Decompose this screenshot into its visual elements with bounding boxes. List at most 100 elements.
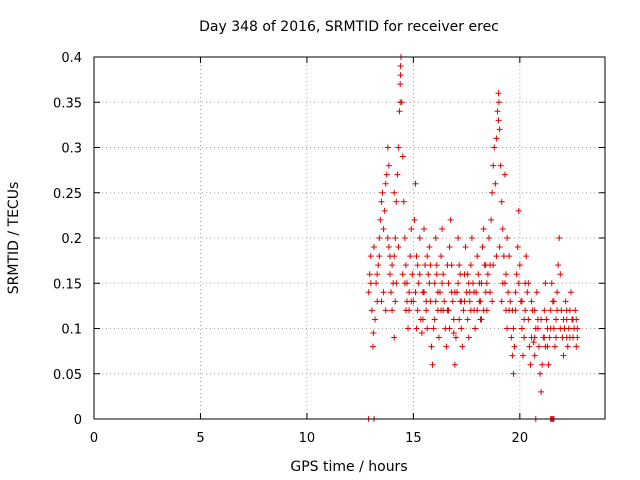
data-point xyxy=(541,307,548,314)
data-point xyxy=(488,216,495,223)
y-tick-label: 0.1 xyxy=(61,323,82,338)
data-point xyxy=(395,244,402,251)
data-point xyxy=(409,271,416,278)
data-point xyxy=(459,343,466,350)
data-point xyxy=(480,225,487,232)
data-point xyxy=(426,244,433,251)
data-point xyxy=(365,289,372,296)
data-point xyxy=(466,289,473,296)
data-point xyxy=(554,307,561,314)
data-point xyxy=(551,343,558,350)
data-point xyxy=(443,343,450,350)
data-point xyxy=(510,325,517,332)
data-point xyxy=(496,126,503,133)
data-point xyxy=(504,235,511,241)
data-point xyxy=(381,207,388,214)
data-point xyxy=(370,244,377,251)
data-point xyxy=(530,339,537,346)
data-point xyxy=(386,253,393,260)
data-point xyxy=(482,262,489,269)
data-point xyxy=(498,298,505,305)
data-point xyxy=(451,289,458,296)
data-point xyxy=(367,280,374,287)
data-point xyxy=(521,334,528,341)
data-point xyxy=(392,298,399,305)
data-point xyxy=(445,280,452,287)
y-tick-label: 0.3 xyxy=(61,142,82,157)
data-point xyxy=(485,235,492,241)
data-point xyxy=(528,298,535,305)
data-point xyxy=(391,189,398,196)
data-point xyxy=(458,325,465,332)
data-point xyxy=(428,343,435,350)
data-point xyxy=(570,316,577,323)
data-point xyxy=(495,90,502,97)
data-point xyxy=(572,307,579,314)
data-point xyxy=(542,343,549,350)
data-point xyxy=(407,253,414,260)
data-point xyxy=(394,171,401,178)
data-point xyxy=(546,334,553,341)
data-point xyxy=(505,289,512,296)
data-point xyxy=(385,244,392,251)
data-point xyxy=(393,198,400,205)
data-point xyxy=(399,271,406,278)
data-point xyxy=(550,298,557,305)
axis-ticks xyxy=(93,56,605,420)
data-point xyxy=(514,244,521,251)
data-point xyxy=(389,262,396,269)
data-point xyxy=(367,253,374,260)
data-point xyxy=(567,289,574,296)
data-point xyxy=(416,235,423,241)
data-point xyxy=(397,81,404,88)
y-tick-label: 0 xyxy=(74,413,82,428)
data-point xyxy=(554,289,561,296)
data-point xyxy=(545,361,552,368)
data-point xyxy=(487,289,494,296)
data-point xyxy=(499,280,506,287)
data-point xyxy=(499,225,506,232)
data-point xyxy=(421,289,428,296)
data-point xyxy=(553,316,560,323)
data-point xyxy=(531,352,538,359)
data-point xyxy=(465,280,472,287)
data-point xyxy=(495,99,502,106)
x-tick-labels: 0 5 10 15 20 xyxy=(90,431,528,446)
data-point xyxy=(538,388,545,395)
data-point xyxy=(573,343,580,350)
x-axis-label: GPS time / hours xyxy=(290,459,407,475)
data-point xyxy=(515,280,522,287)
data-point xyxy=(424,325,431,332)
data-point xyxy=(512,289,519,296)
data-point xyxy=(560,316,567,323)
y-tick-label: 0.4 xyxy=(61,51,82,66)
data-point xyxy=(433,271,440,278)
data-point xyxy=(525,316,532,323)
data-point xyxy=(516,262,523,269)
data-point xyxy=(440,271,447,278)
data-point xyxy=(388,289,395,296)
data-point xyxy=(518,325,525,332)
data-point xyxy=(515,207,522,214)
data-point xyxy=(456,316,463,323)
data-point xyxy=(498,198,505,205)
data-point xyxy=(384,235,391,241)
data-point xyxy=(408,225,415,232)
data-point xyxy=(383,171,390,178)
data-point xyxy=(457,271,464,278)
data-point xyxy=(429,361,436,368)
data-point xyxy=(368,307,375,314)
data-points xyxy=(365,54,581,422)
data-point xyxy=(556,235,563,241)
data-point xyxy=(419,316,426,323)
y-axis-label: SRMTID / TECUs xyxy=(6,182,22,295)
data-point xyxy=(374,271,381,278)
data-point xyxy=(497,162,504,169)
data-point xyxy=(397,72,404,79)
data-point xyxy=(474,307,481,314)
chart-title: Day 348 of 2016, SRMTID for receiver ere… xyxy=(199,19,499,35)
data-point xyxy=(490,262,497,269)
data-point xyxy=(531,334,538,341)
data-point xyxy=(401,235,408,241)
